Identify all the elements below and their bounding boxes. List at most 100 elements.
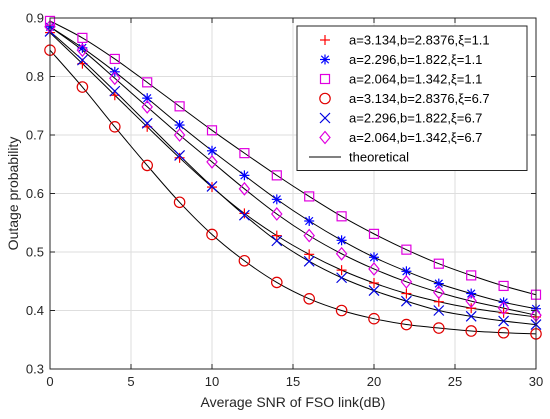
legend-label-5: a=2.296,b=1.822,ξ=6.7 [349,111,482,126]
theoretical-curve-3 [49,20,537,296]
data-point-series-2 [401,266,412,277]
legend-box [296,25,528,171]
data-point-series-3 [368,228,380,239]
data-point-series-5 [206,181,218,192]
legend-label-3: a=2.064,b=1.342,ξ=1.1 [349,72,482,87]
y-tick-label: 0.5 [26,245,44,260]
data-point-series-4 [109,121,121,133]
x-axis-title: Average SNR of FSO link(dB) [201,394,386,410]
data-point-series-6 [271,207,283,221]
data-point-series-4 [497,326,510,339]
data-point-series-4 [465,325,477,337]
data-point-series-3 [336,211,347,222]
data-point-series-6 [173,128,186,142]
data-point-series-2 [336,235,347,246]
data-point-series-2 [369,252,379,263]
data-point-series-1 [401,288,412,299]
data-point-series-2 [304,215,315,226]
data-point-series-3 [206,125,218,136]
legend-marker-5 [319,112,331,124]
y-axis-title: Outage probability [5,137,21,251]
data-point-series-4 [76,81,89,93]
data-point-series-2 [207,145,217,156]
legend-label-6: a=2.064,b=1.342,ξ=6.7 [349,130,482,145]
data-point-series-3 [77,32,88,43]
data-point-series-3 [466,270,477,281]
data-point-series-5 [400,295,412,307]
legend-marker-1 [320,35,330,45]
data-point-series-4 [303,292,315,305]
data-point-series-4 [335,304,348,317]
data-point-series-5 [433,305,445,316]
data-point-series-4 [141,159,153,172]
data-point-series-5 [271,235,283,247]
data-point-series-3 [239,148,250,159]
data-point-series-3 [142,77,153,88]
theoretical-curve-4 [49,49,537,335]
data-point-series-1 [498,307,509,318]
data-point-series-1 [336,265,347,276]
data-point-series-4 [400,318,413,331]
data-point-series-6 [303,228,315,243]
data-point-series-1 [271,230,282,241]
axis-ticks: 0 5 10 15 20 25 30 0.3 0.4 0.5 0.6 0.7 0.8 0.9 [26,11,543,390]
data-point-series-4 [238,254,251,267]
legend-label-2: a=2.296,b=1.822,ξ=1.1 [349,52,482,67]
y-tick-label: 0.7 [26,128,44,143]
data-point-series-6 [141,99,153,114]
data-point-series-1 [369,278,379,289]
legend-marker-4 [319,92,331,105]
theoretical-curves [49,20,537,335]
data-point-series-4 [270,276,283,289]
data-point-series-5 [238,209,250,221]
data-point-series-3 [109,53,120,65]
y-tick-label: 0.8 [26,69,44,84]
data-point-series-6 [433,285,445,300]
y-tick-label: 0.3 [26,362,44,377]
data-point-series-3 [174,101,185,112]
legend-marker-3 [319,73,331,85]
series-markers [44,15,542,340]
data-point-series-6 [109,71,121,86]
theoretical-curve-1 [49,32,537,318]
theoretical-curve-5 [49,31,537,326]
data-point-series-5 [368,285,380,297]
data-point-series-6 [335,246,348,261]
data-point-series-1 [239,208,250,219]
legend: a=3.134,b=2.8376,ξ=1.1 a=2.296,b=1.822,ξ=… [296,25,528,171]
data-point-series-5 [174,150,186,161]
legend-label-1: a=3.134,b=2.8376,ξ=1.1 [349,33,490,48]
legend-marker-2 [320,54,330,65]
data-point-series-3 [304,191,315,202]
data-point-series-4 [173,196,186,209]
data-point-series-5 [303,255,315,267]
data-point-series-3 [271,170,282,181]
y-tick-label: 0.4 [26,303,44,318]
data-point-series-4 [432,322,445,334]
data-point-series-6 [497,301,510,316]
data-point-series-4 [368,312,380,325]
data-point-series-2 [433,278,444,289]
x-tick-label: 0 [46,374,53,389]
y-tick-label: 0.6 [26,186,44,201]
data-point-series-5 [141,117,153,129]
x-tick-label: 30 [529,374,543,389]
data-point-series-3 [401,244,412,255]
data-point-series-5 [76,54,88,66]
x-tick-label: 25 [448,374,462,389]
x-tick-label: 15 [286,374,300,389]
data-point-series-2 [239,170,250,181]
legend-marker-6 [319,130,331,145]
data-point-series-2 [466,288,477,299]
data-point-series-6 [238,181,251,196]
data-point-series-6 [368,262,380,276]
x-tick-label: 20 [367,374,381,389]
legend-label-theoretical: theoretical [349,150,409,165]
theoretical-curve-6 [49,26,537,316]
data-point-series-5 [336,272,348,284]
data-point-series-5 [465,310,477,322]
legend-label-4: a=3.134,b=2.8376,ξ=6.7 [349,91,490,106]
data-point-series-3 [498,280,509,292]
